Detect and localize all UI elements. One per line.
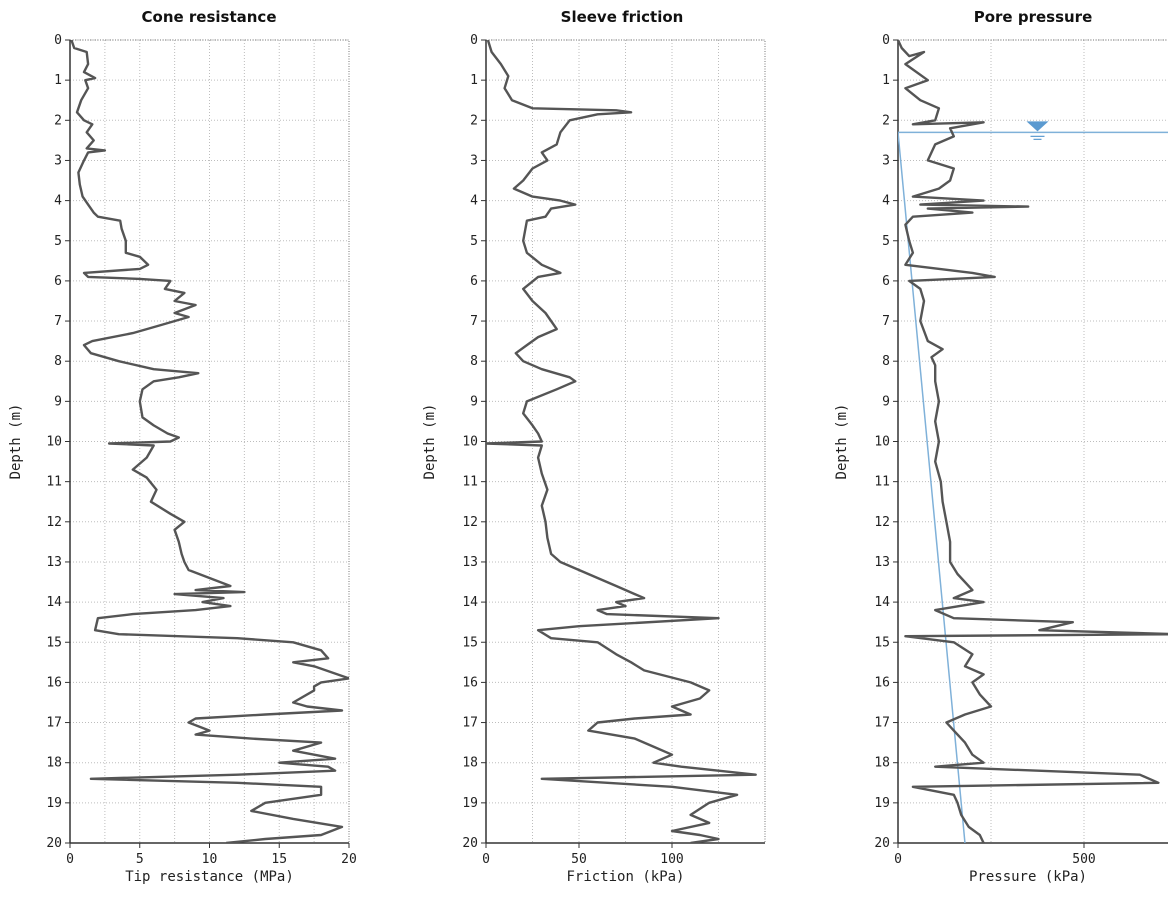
y-tick-label: 8: [882, 354, 890, 369]
y-tick-label: 2: [470, 113, 478, 128]
y-tick-label: 5: [882, 234, 890, 249]
chart-title: Sleeve friction: [561, 8, 684, 26]
y-tick-label: 11: [46, 475, 62, 490]
y-tick-label: 15: [46, 635, 62, 650]
y-tick-label: 14: [874, 595, 890, 610]
y-tick-label: 17: [874, 716, 890, 731]
y-tick-label: 6: [54, 274, 62, 289]
y-tick-label: 7: [882, 314, 890, 329]
chart-title: Cone resistance: [142, 8, 277, 26]
y-tick-label: 6: [470, 274, 478, 289]
y-tick-label: 19: [46, 796, 62, 811]
y-tick-label: 9: [54, 394, 62, 409]
water-table-marker-icon: [1026, 121, 1049, 132]
x-tick-label: 20: [341, 852, 357, 867]
y-tick-label: 15: [462, 635, 478, 650]
y-tick-label: 18: [46, 756, 62, 771]
y-tick-label: 12: [46, 515, 62, 530]
y-tick-label: 0: [882, 33, 890, 48]
x-axis-label: Pressure (kPa): [969, 869, 1087, 885]
y-tick-label: 8: [54, 354, 62, 369]
y-tick-label: 16: [874, 675, 890, 690]
y-tick-label: 2: [54, 113, 62, 128]
y-axis-label: Depth (m): [834, 404, 850, 480]
y-tick-label: 6: [882, 274, 890, 289]
y-tick-label: 5: [470, 234, 478, 249]
y-tick-label: 15: [874, 635, 890, 650]
y-tick-label: 20: [46, 836, 62, 851]
y-tick-label: 13: [46, 555, 62, 570]
series-line-1: [70, 40, 349, 843]
y-tick-label: 10: [46, 435, 62, 450]
y-tick-label: 4: [470, 194, 478, 209]
y-tick-label: 0: [470, 33, 478, 48]
y-tick-label: 0: [54, 33, 62, 48]
series-line-1: [486, 40, 757, 843]
x-axis-label: Friction (kPa): [566, 869, 684, 885]
y-tick-label: 9: [470, 394, 478, 409]
y-tick-label: 12: [462, 515, 478, 530]
y-tick-label: 10: [874, 435, 890, 450]
grid: [486, 39, 765, 844]
y-tick-label: 1: [470, 73, 478, 88]
y-tick-label: 4: [882, 194, 890, 209]
y-tick-label: 13: [462, 555, 478, 570]
y-tick-label: 19: [462, 796, 478, 811]
y-tick-label: 3: [882, 153, 890, 168]
y-tick-label: 3: [54, 153, 62, 168]
y-tick-label: 7: [54, 314, 62, 329]
hydrostatic-line: [898, 132, 966, 843]
y-tick-label: 1: [54, 73, 62, 88]
chart-title: Pore pressure: [974, 8, 1093, 26]
y-tick-label: 14: [462, 595, 478, 610]
y-tick-label: 10: [462, 435, 478, 450]
y-tick-label: 12: [874, 515, 890, 530]
x-tick-label: 0: [894, 852, 902, 867]
y-tick-label: 11: [874, 475, 890, 490]
y-tick-label: 2: [882, 113, 890, 128]
y-tick-label: 8: [470, 354, 478, 369]
x-tick-label: 10: [202, 852, 218, 867]
x-tick-label: 500: [1072, 852, 1095, 867]
y-axis-label: Depth (m): [422, 404, 438, 480]
x-tick-label: 5: [136, 852, 144, 867]
x-tick-label: 50: [571, 852, 587, 867]
y-tick-label: 18: [462, 756, 478, 771]
y-tick-label: 16: [46, 675, 62, 690]
y-tick-label: 1: [882, 73, 890, 88]
y-tick-label: 17: [46, 716, 62, 731]
y-axis-label: Depth (m): [8, 404, 24, 480]
series-line-1: [898, 40, 1168, 843]
y-tick-label: 7: [470, 314, 478, 329]
y-tick-label: 16: [462, 675, 478, 690]
y-tick-label: 4: [54, 194, 62, 209]
y-tick-label: 19: [874, 796, 890, 811]
y-tick-label: 18: [874, 756, 890, 771]
grid: [70, 39, 349, 844]
y-tick-label: 20: [874, 836, 890, 851]
y-tick-label: 13: [874, 555, 890, 570]
x-tick-label: 100: [660, 852, 683, 867]
grid: [898, 39, 1168, 844]
y-tick-label: 9: [882, 394, 890, 409]
y-tick-label: 17: [462, 716, 478, 731]
y-tick-label: 20: [462, 836, 478, 851]
x-tick-label: 0: [66, 852, 74, 867]
y-tick-label: 11: [462, 475, 478, 490]
y-tick-label: 14: [46, 595, 62, 610]
x-tick-label: 15: [271, 852, 287, 867]
x-axis-label: Tip resistance (MPa): [125, 869, 294, 885]
y-tick-label: 3: [470, 153, 478, 168]
x-tick-label: 0: [482, 852, 490, 867]
y-tick-label: 5: [54, 234, 62, 249]
